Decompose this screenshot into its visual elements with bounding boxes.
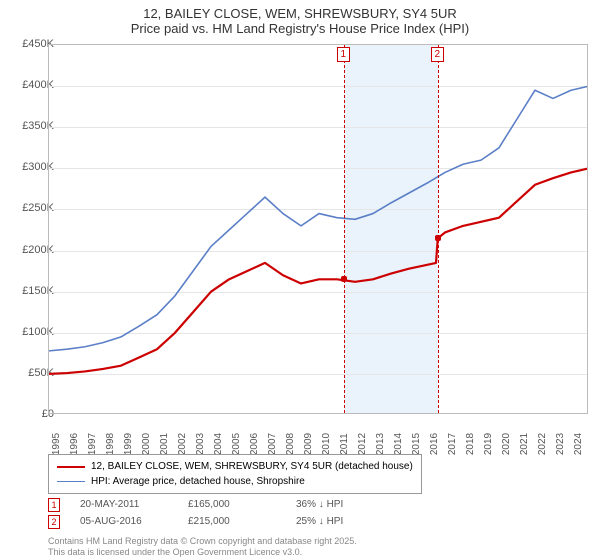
x-tick-label: 2023: [555, 433, 566, 455]
transaction-cell-date: 20-MAY-2011: [80, 499, 168, 510]
x-tick-label: 1997: [87, 433, 98, 455]
legend-box: 12, BAILEY CLOSE, WEM, SHREWSBURY, SY4 5…: [48, 454, 422, 494]
chart-inner: 12: [49, 45, 587, 413]
legend-label-hpi: HPI: Average price, detached house, Shro…: [91, 476, 305, 487]
transaction-marker-line: [344, 45, 345, 413]
x-tick-label: 2018: [465, 433, 476, 455]
transaction-row: 2 05-AUG-2016 £215,000 25% ↓ HPI: [48, 513, 384, 530]
x-tick-label: 2009: [303, 433, 314, 455]
transaction-marker-line: [438, 45, 439, 413]
title-subtitle: Price paid vs. HM Land Registry's House …: [0, 21, 600, 36]
x-tick-label: 2024: [573, 433, 584, 455]
x-tick-label: 2021: [519, 433, 530, 455]
x-tick-label: 2012: [357, 433, 368, 455]
x-tick-label: 2002: [177, 433, 188, 455]
series-svg: [49, 45, 587, 413]
transaction-point: [341, 276, 347, 282]
series-line-hpi: [49, 86, 587, 351]
transaction-marker-badge: 2: [431, 47, 444, 62]
x-tick-label: 2010: [321, 433, 332, 455]
title-block: 12, BAILEY CLOSE, WEM, SHREWSBURY, SY4 5…: [0, 0, 600, 38]
series-line-property_price: [49, 168, 587, 374]
transaction-marker-badge: 1: [337, 47, 350, 62]
chart-plot-area: 12: [48, 44, 588, 414]
x-tick-label: 1998: [105, 433, 116, 455]
legend-row-property: 12, BAILEY CLOSE, WEM, SHREWSBURY, SY4 5…: [57, 459, 413, 474]
x-tick-label: 2005: [231, 433, 242, 455]
transaction-cell-hpi_delta: 25% ↓ HPI: [296, 516, 384, 527]
x-tick-label: 2007: [267, 433, 278, 455]
x-tick-label: 2016: [429, 433, 440, 455]
x-tick-label: 1996: [69, 433, 80, 455]
x-axis-labels: 1995 1996 1997 1998 1999 2000 2001 2002 2003 2004…: [48, 416, 588, 456]
transaction-cell-price: £215,000: [188, 516, 276, 527]
x-tick-label: 1995: [51, 433, 62, 455]
legend-row-hpi: HPI: Average price, detached house, Shro…: [57, 474, 413, 489]
footer-line2: This data is licensed under the Open Gov…: [48, 547, 357, 558]
chart-container: 12, BAILEY CLOSE, WEM, SHREWSBURY, SY4 5…: [0, 0, 600, 560]
transaction-cell-hpi_delta: 36% ↓ HPI: [296, 499, 384, 510]
x-tick-label: 2011: [339, 433, 350, 455]
transaction-cell-date: 05-AUG-2016: [80, 516, 168, 527]
legend-swatch-hpi: [57, 481, 85, 482]
transaction-row-marker: 2: [48, 515, 60, 529]
transaction-row-marker: 1: [48, 498, 60, 512]
x-tick-label: 2008: [285, 433, 296, 455]
x-tick-label: 2014: [393, 433, 404, 455]
x-tick-label: 2013: [375, 433, 386, 455]
title-address: 12, BAILEY CLOSE, WEM, SHREWSBURY, SY4 5…: [0, 6, 600, 21]
x-tick-label: 2001: [159, 433, 170, 455]
x-tick-label: 2022: [537, 433, 548, 455]
x-tick-label: 2003: [195, 433, 206, 455]
footer-attribution: Contains HM Land Registry data © Crown c…: [48, 536, 357, 559]
x-tick-label: 1999: [123, 433, 134, 455]
transaction-row: 1 20-MAY-2011 £165,000 36% ↓ HPI: [48, 496, 384, 513]
x-tick-label: 2017: [447, 433, 458, 455]
transaction-cell-price: £165,000: [188, 499, 276, 510]
transactions-table: 1 20-MAY-2011 £165,000 36% ↓ HPI 2 05-AUG-201…: [48, 496, 384, 530]
x-tick-label: 2004: [213, 433, 224, 455]
legend-swatch-property: [57, 466, 85, 468]
transaction-point: [435, 235, 441, 241]
x-tick-label: 2019: [483, 433, 494, 455]
x-tick-label: 2000: [141, 433, 152, 455]
footer-line1: Contains HM Land Registry data © Crown c…: [48, 536, 357, 547]
x-tick-label: 2006: [249, 433, 260, 455]
x-tick-label: 2020: [501, 433, 512, 455]
x-tick-label: 2015: [411, 433, 422, 455]
legend-label-property: 12, BAILEY CLOSE, WEM, SHREWSBURY, SY4 5…: [91, 461, 413, 472]
